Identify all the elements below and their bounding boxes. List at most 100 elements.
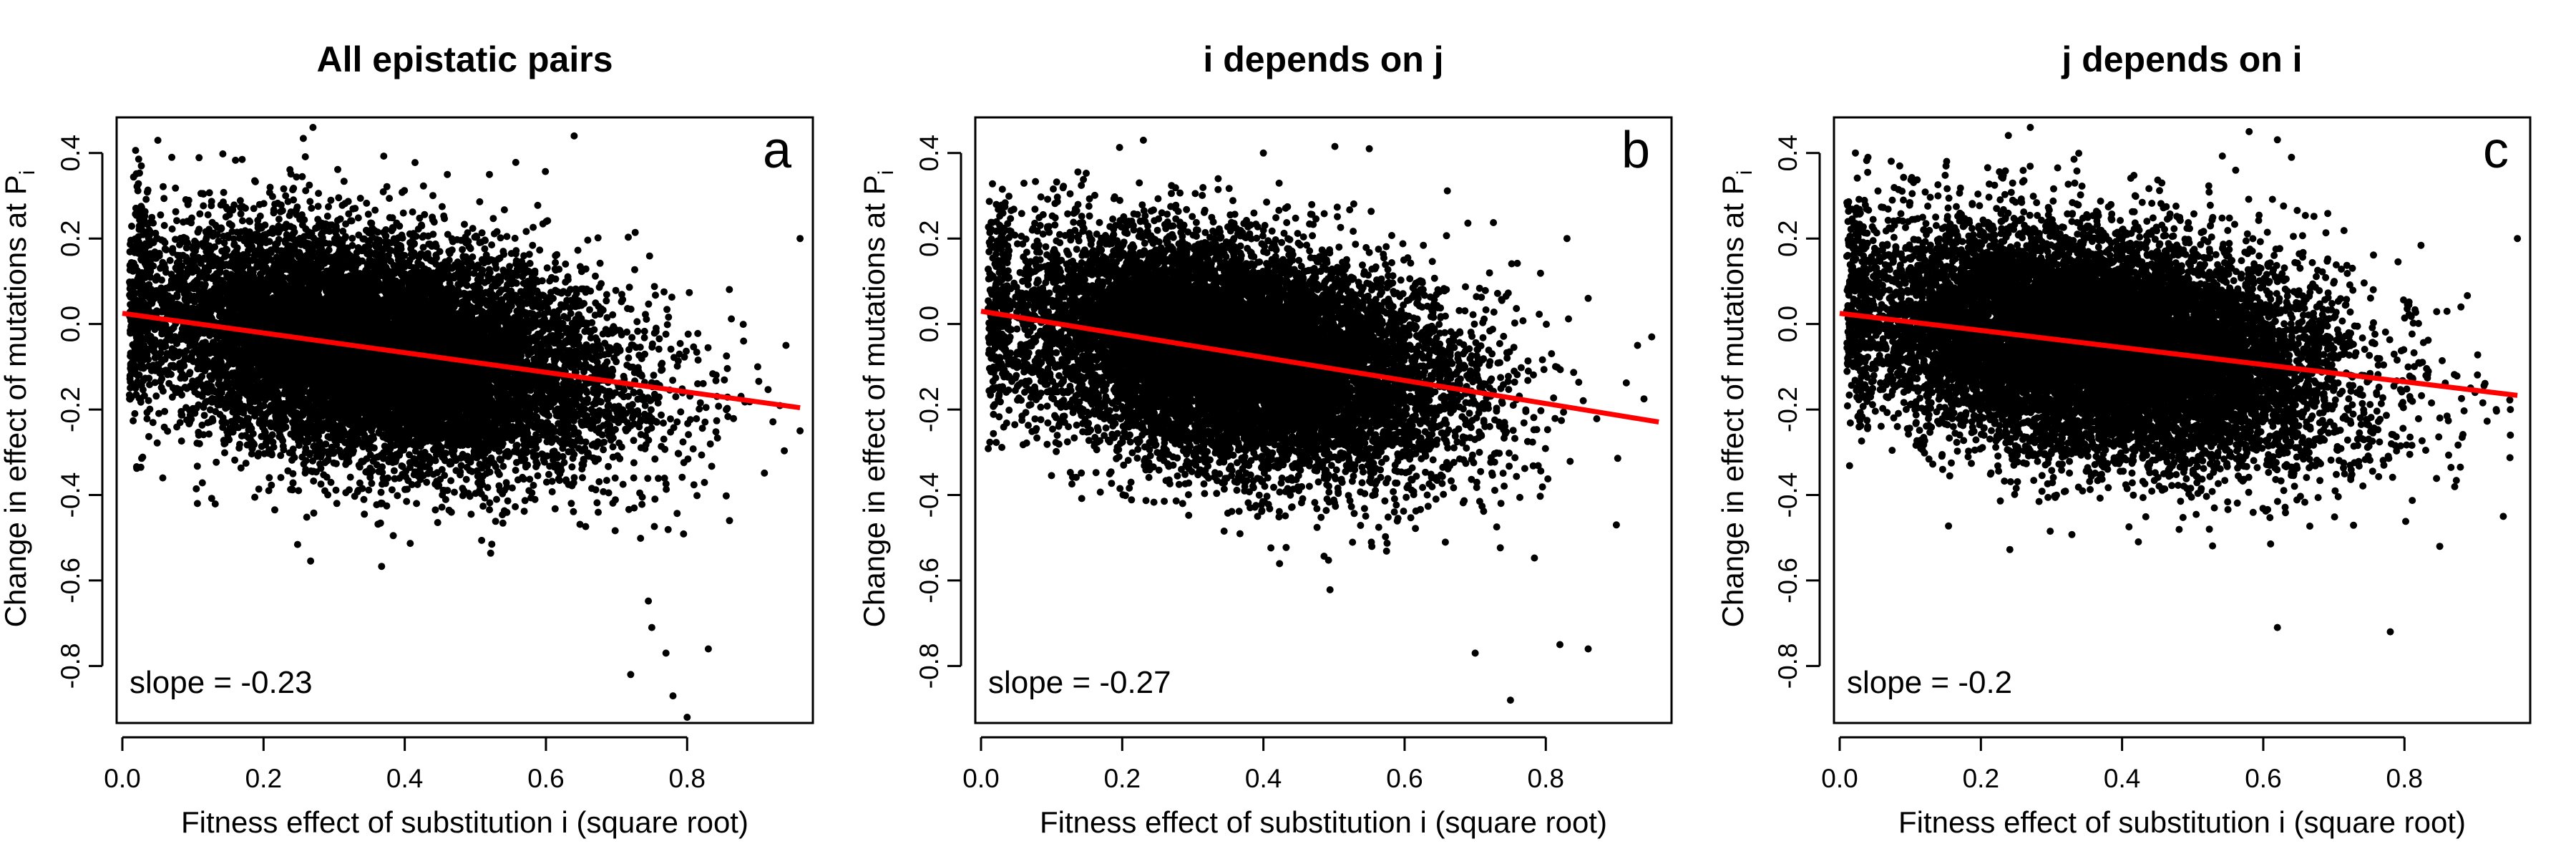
data-point	[340, 178, 348, 185]
data-point	[137, 203, 145, 210]
data-point	[628, 334, 636, 341]
data-point	[356, 479, 364, 487]
data-point	[277, 452, 285, 460]
data-point	[145, 397, 152, 404]
data-point	[467, 510, 475, 518]
data-point	[668, 293, 675, 301]
data-point	[489, 215, 497, 223]
data-point	[195, 154, 203, 162]
data-point	[434, 519, 441, 526]
data-point	[673, 418, 681, 426]
data-point	[701, 418, 709, 426]
data-point	[663, 306, 671, 314]
data-point	[411, 447, 419, 455]
data-point	[637, 431, 645, 438]
data-point	[327, 196, 335, 204]
data-point	[403, 498, 411, 505]
data-point	[638, 355, 645, 362]
data-point	[592, 272, 599, 280]
data-point	[655, 475, 662, 482]
data-point	[595, 478, 603, 485]
data-point	[495, 470, 503, 478]
data-point	[726, 286, 733, 293]
data-point	[630, 437, 638, 445]
data-point	[142, 195, 150, 203]
data-point	[500, 206, 508, 214]
data-point	[200, 202, 208, 210]
data-point	[690, 343, 698, 351]
data-point	[293, 173, 301, 181]
data-point	[678, 473, 686, 481]
data-point	[266, 183, 274, 191]
data-point	[438, 503, 446, 511]
data-point	[696, 405, 703, 413]
data-point	[623, 328, 631, 336]
data-point	[451, 488, 458, 496]
data-point	[593, 499, 601, 507]
data-point	[488, 540, 496, 548]
data-point	[401, 187, 409, 195]
data-point	[339, 228, 347, 235]
data-point	[462, 475, 470, 483]
data-point	[488, 241, 496, 249]
data-point	[578, 447, 585, 455]
data-point	[511, 234, 519, 242]
data-point	[497, 234, 504, 242]
data-point	[609, 311, 617, 319]
data-point	[679, 438, 687, 446]
data-point	[660, 435, 668, 443]
data-point	[631, 266, 638, 273]
data-point	[661, 445, 669, 453]
data-point	[145, 432, 152, 440]
data-point	[289, 479, 297, 487]
data-point	[248, 450, 255, 458]
data-point	[149, 419, 157, 427]
data-point	[548, 488, 556, 495]
data-point	[694, 356, 702, 364]
data-point	[680, 530, 688, 538]
data-point	[354, 214, 362, 222]
data-point	[567, 309, 575, 317]
data-point	[275, 215, 283, 223]
data-point	[152, 392, 160, 400]
data-point	[662, 480, 670, 487]
data-point	[495, 482, 503, 490]
point-cloud	[125, 124, 804, 721]
data-point	[504, 497, 512, 505]
data-point	[271, 506, 278, 514]
data-point	[637, 535, 645, 542]
data-point	[388, 486, 396, 494]
data-point	[594, 234, 602, 242]
data-point	[663, 485, 670, 493]
data-point	[651, 455, 659, 463]
data-point	[479, 503, 487, 510]
data-point	[652, 291, 659, 299]
data-point	[701, 479, 708, 486]
data-point	[634, 327, 642, 335]
data-point	[394, 492, 401, 500]
data-point	[631, 228, 639, 236]
data-point	[478, 536, 486, 544]
data-point	[618, 443, 625, 451]
data-point	[683, 347, 690, 355]
data-point	[348, 217, 356, 225]
data-point	[636, 344, 644, 351]
data-point	[232, 156, 240, 164]
data-point	[378, 563, 386, 571]
data-point	[132, 147, 140, 155]
data-point	[625, 283, 633, 291]
data-point	[348, 235, 356, 242]
data-point	[469, 225, 477, 233]
data-point	[645, 252, 653, 260]
data-point	[238, 432, 245, 440]
data-point	[706, 440, 714, 448]
data-point	[476, 198, 484, 205]
data-point	[138, 455, 145, 462]
data-point	[334, 165, 341, 173]
data-point	[630, 459, 638, 467]
data-point	[730, 414, 738, 422]
data-point	[673, 510, 681, 518]
data-point	[653, 418, 660, 426]
data-point	[694, 380, 701, 388]
